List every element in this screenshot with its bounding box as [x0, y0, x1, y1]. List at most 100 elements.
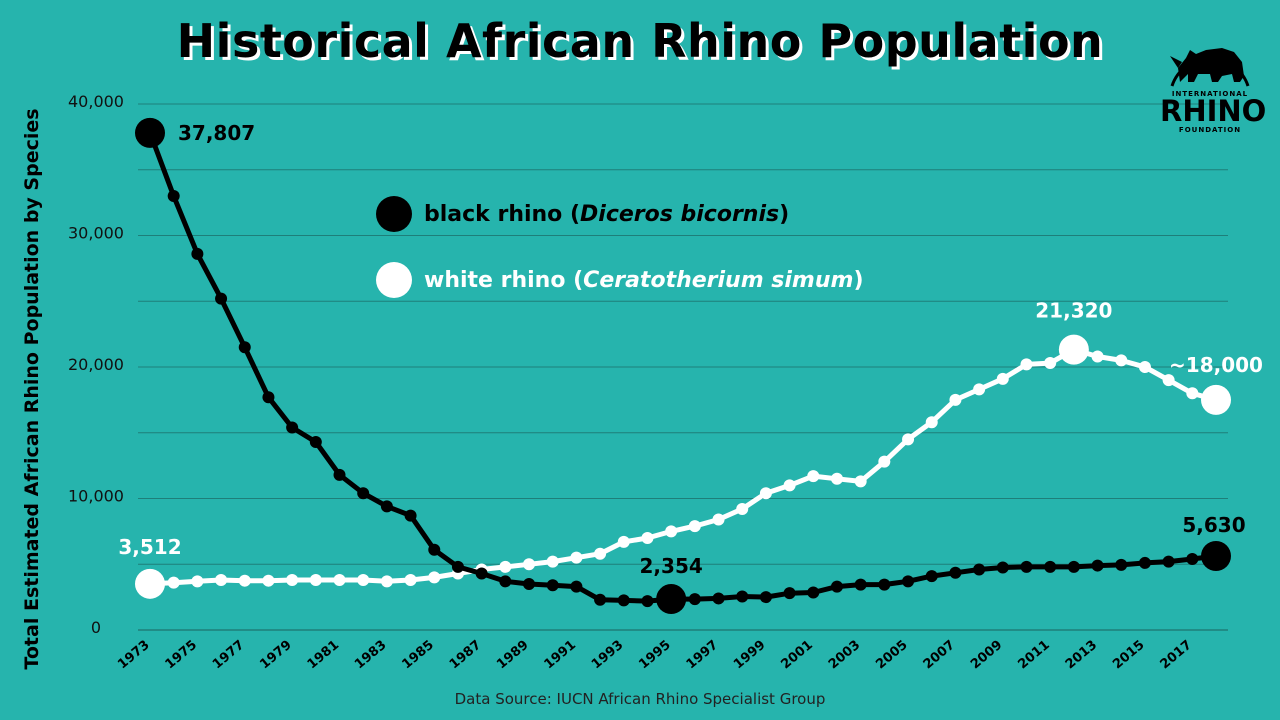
data-point [1091, 559, 1104, 572]
data-point [973, 383, 986, 396]
data-point [1186, 552, 1199, 565]
data-point [286, 421, 299, 434]
data-point [1186, 387, 1199, 400]
y-tick-label: 20,000 [68, 355, 124, 374]
data-label: 5,630 [1182, 513, 1245, 537]
highlight-marker [135, 117, 165, 148]
data-point [759, 487, 772, 500]
data-point [617, 535, 630, 548]
data-point [807, 470, 820, 483]
data-point [167, 190, 180, 203]
data-point [523, 558, 536, 571]
x-tick-label: 1997 [684, 638, 721, 673]
data-point [238, 341, 251, 354]
x-tick-label: 1983 [352, 638, 389, 673]
x-tick-label: 1999 [731, 638, 768, 673]
data-point [1044, 357, 1057, 370]
data-point [641, 531, 654, 544]
data-point [783, 479, 796, 492]
data-point [712, 592, 725, 605]
y-tick-label: 30,000 [68, 224, 124, 243]
data-point [973, 563, 986, 576]
data-point [996, 372, 1009, 385]
x-tick-label: 1985 [399, 638, 436, 673]
data-point [570, 580, 583, 593]
data-label: 37,807 [178, 121, 255, 145]
data-point [736, 590, 749, 603]
data-point [1162, 555, 1175, 568]
data-point [1067, 560, 1080, 573]
data-point [688, 593, 701, 606]
legend-label-black: black rhino (Diceros bicornis) [424, 201, 790, 227]
legend-item-white-rhino: white rhino (Ceratotherium simum) [376, 262, 864, 298]
series-line-white-rhino [149, 347, 1217, 587]
data-point [191, 247, 204, 260]
data-point [854, 578, 867, 591]
x-tick-label: 1987 [447, 638, 484, 673]
data-point [570, 551, 583, 564]
data-label: 3,512 [118, 535, 181, 559]
x-tick-label: 1993 [589, 638, 626, 673]
data-point [428, 543, 441, 556]
data-point [1091, 350, 1104, 363]
x-tick-label: 2011 [1015, 638, 1052, 673]
data-point [688, 520, 701, 533]
data-point [546, 555, 559, 568]
data-point [1162, 374, 1175, 387]
data-point [712, 513, 725, 526]
data-label: 2,354 [640, 554, 703, 578]
data-point [215, 292, 228, 305]
chart-title: Historical African Rhino Population [176, 14, 1104, 68]
data-point [499, 575, 512, 588]
x-tick-label: 1981 [305, 638, 342, 673]
logo-text-international: INTERNATIONAL [1171, 90, 1249, 98]
y-tick-label: 0 [91, 618, 101, 637]
rhino-foundation-logo: INTERNATIONAL RHINO FOUNDATION [1160, 24, 1266, 136]
x-tick-label: 1979 [257, 638, 294, 673]
data-point [262, 574, 275, 587]
data-point [333, 468, 346, 481]
data-point [357, 574, 370, 587]
data-point [1115, 354, 1128, 367]
data-point [380, 500, 393, 513]
highlight-marker [1201, 384, 1231, 415]
data-point [215, 574, 228, 587]
x-tick-label: 1989 [494, 638, 531, 673]
x-tick-label: 1991 [542, 638, 579, 673]
x-tick-label: 2009 [968, 638, 1005, 673]
data-point [523, 577, 536, 590]
data-point [546, 579, 559, 592]
highlight-marker [1201, 540, 1231, 571]
data-point [902, 433, 915, 446]
data-point [1020, 358, 1033, 371]
x-tick-label: 1975 [163, 638, 200, 673]
data-point [902, 575, 915, 588]
data-point [499, 560, 512, 573]
data-point [428, 571, 441, 584]
x-tick-label: 2017 [1158, 638, 1195, 673]
data-point [925, 416, 938, 429]
legend-item-black-rhino: black rhino (Diceros bicornis) [376, 196, 789, 232]
x-tick-label: 2001 [778, 638, 815, 673]
data-point [1138, 361, 1151, 373]
data-point [262, 391, 275, 404]
data-point [996, 561, 1009, 574]
data-point [167, 576, 180, 589]
data-point [404, 509, 417, 522]
rhino-logo-icon [1170, 48, 1250, 87]
data-point [286, 574, 299, 587]
data-point [830, 472, 843, 485]
highlight-marker [135, 568, 165, 599]
data-point [475, 567, 488, 580]
data-point [617, 594, 630, 607]
data-point [854, 475, 867, 488]
data-label: 21,320 [1035, 299, 1112, 323]
data-point [665, 525, 678, 538]
data-point [357, 487, 370, 500]
data-point [925, 570, 938, 583]
data-point [759, 591, 772, 604]
data-point [1020, 560, 1033, 573]
data-point [878, 455, 891, 468]
